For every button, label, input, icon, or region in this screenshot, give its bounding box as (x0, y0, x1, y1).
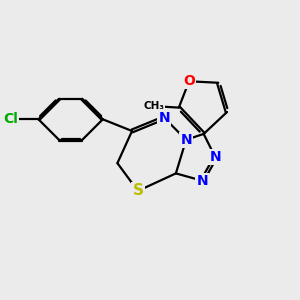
Text: N: N (209, 150, 221, 164)
Text: O: O (183, 74, 195, 88)
Text: CH₃: CH₃ (143, 101, 164, 111)
Text: N: N (196, 174, 208, 188)
Text: S: S (132, 183, 143, 198)
Text: Cl: Cl (3, 112, 18, 126)
Text: N: N (158, 111, 170, 125)
Text: N: N (180, 133, 192, 147)
